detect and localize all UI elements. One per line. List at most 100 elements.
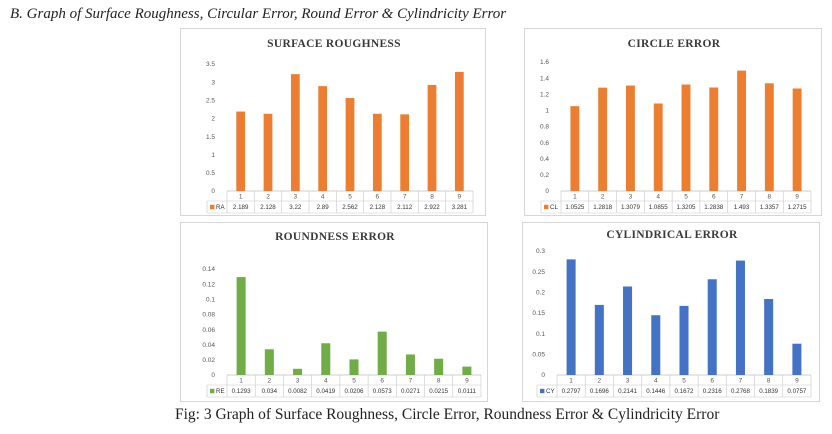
x-tick-label: 1 <box>239 194 243 201</box>
bar <box>709 87 719 191</box>
x-tick-label: 7 <box>409 378 413 385</box>
circle-error-chart: CIRCLE ERROR 0 0.2 0.4 0.6 0.8 1 1.2 1.4 1.6 1 1.05… <box>524 28 822 216</box>
x-tick-label: 3 <box>626 378 630 385</box>
figure-caption: Fig: 3 Graph of Surface Roughness, Circl… <box>175 406 720 423</box>
y-tick-label: 1.6 <box>540 59 549 66</box>
bar <box>236 277 246 375</box>
x-tick-label: 7 <box>403 194 407 201</box>
bar <box>263 113 273 191</box>
bar <box>764 83 774 191</box>
bar <box>623 286 633 375</box>
x-tick-label: 6 <box>712 194 716 201</box>
data-table-value: 0.2316 <box>703 388 722 395</box>
data-table-value: 0.2797 <box>562 388 581 395</box>
bar <box>653 103 663 191</box>
data-table-value: 1.0525 <box>565 204 584 211</box>
bar <box>566 259 576 375</box>
legend-swatch <box>544 204 549 210</box>
y-tick-label: 0.04 <box>202 342 215 349</box>
chart-title: SURFACE ROUGHNESS <box>267 38 401 50</box>
chart-svg: CYLINDRICAL ERROR 0 0.05 0.1 0.15 0.2 0.25 0.3 1… <box>532 229 812 398</box>
bar <box>427 84 437 191</box>
x-tick-label: 2 <box>268 378 272 385</box>
data-table-value: 1.2838 <box>704 204 723 211</box>
bar <box>434 358 444 375</box>
x-tick-label: 5 <box>348 194 352 201</box>
data-table-value: 0.2141 <box>618 388 637 395</box>
x-tick-label: 1 <box>573 194 577 201</box>
data-table-value: 1.493 <box>734 204 750 211</box>
data-table-value: 3.22 <box>289 204 302 211</box>
data-table-value: 2.562 <box>342 204 358 211</box>
y-tick-label: 0.8 <box>540 124 549 131</box>
bar <box>651 315 661 375</box>
y-tick-label: 1.5 <box>206 134 215 141</box>
bar <box>290 74 300 191</box>
y-tick-label: 0.14 <box>202 266 215 273</box>
bar <box>735 260 745 375</box>
y-tick-label: 1 <box>545 108 549 115</box>
x-tick-label: 4 <box>324 378 328 385</box>
data-table-value: 2.128 <box>370 204 386 211</box>
y-tick-label: 0.05 <box>532 352 545 359</box>
y-tick-label: 0.08 <box>202 312 215 319</box>
x-tick-label: 5 <box>352 378 356 385</box>
x-tick-label: 2 <box>601 194 605 201</box>
data-table-value: 1.3079 <box>621 204 640 211</box>
bar <box>293 368 303 375</box>
y-tick-label: 0.2 <box>536 290 545 297</box>
x-tick-label: 9 <box>795 378 799 385</box>
data-table-value: 0.0271 <box>401 388 420 395</box>
bar <box>377 331 387 375</box>
y-tick-label: 0.15 <box>532 310 545 317</box>
bar <box>318 86 328 191</box>
data-table-value: 2.89 <box>317 204 330 211</box>
bar <box>626 85 635 191</box>
x-tick-label: 9 <box>795 194 799 201</box>
chart-title: ROUNDNESS ERROR <box>275 231 395 243</box>
x-tick-label: 4 <box>321 194 325 201</box>
x-tick-label: 8 <box>437 378 441 385</box>
y-tick-label: 2 <box>211 116 215 123</box>
y-tick-label: 0.25 <box>532 269 545 276</box>
data-table-value: 2.128 <box>260 204 276 211</box>
legend-swatch <box>210 388 215 394</box>
x-tick-label: 8 <box>768 194 772 201</box>
y-tick-label: 1 <box>211 152 215 159</box>
section-heading: B. Graph of Surface Roughness, Circular … <box>10 6 507 22</box>
x-tick-label: 7 <box>740 194 744 201</box>
data-table-value: 0.0082 <box>288 388 307 395</box>
x-tick-label: 9 <box>458 194 462 201</box>
y-tick-label: 0.6 <box>540 140 549 147</box>
data-table-value: 1.2818 <box>593 204 612 211</box>
x-tick-label: 8 <box>430 194 434 201</box>
x-tick-label: 5 <box>682 378 686 385</box>
bar <box>681 84 691 191</box>
chart-title: CIRCLE ERROR <box>628 38 721 50</box>
bar <box>570 106 580 191</box>
x-tick-label: 4 <box>654 378 658 385</box>
y-tick-label: 0.2 <box>540 172 549 179</box>
y-tick-label: 0.1 <box>206 296 215 303</box>
bar <box>764 298 774 375</box>
data-table-value: 1.3357 <box>760 204 779 211</box>
x-tick-label: 6 <box>376 194 380 201</box>
x-tick-label: 1 <box>569 378 573 385</box>
chart-svg: ROUNDNESS ERROR 0 0.02 0.04 0.06 0.08 0.1 0.12 0… <box>202 231 482 398</box>
legend-series-name: CY <box>546 388 555 395</box>
y-tick-label: 3 <box>211 79 215 86</box>
legend-series-name: CL <box>550 204 558 211</box>
y-tick-label: 1.4 <box>540 75 549 82</box>
data-table-value: 0.1839 <box>759 388 778 395</box>
cylindrical-error-chart: CYLINDRICAL ERROR 0 0.05 0.1 0.15 0.2 0.25 0.3 1… <box>522 222 820 402</box>
legend-swatch <box>540 388 545 394</box>
x-tick-label: 7 <box>739 378 743 385</box>
legend-swatch <box>210 204 215 210</box>
bar <box>264 349 274 375</box>
legend-series-name: RA <box>216 204 225 211</box>
data-table-value: 2.189 <box>233 204 249 211</box>
data-table-value: 0.1446 <box>646 388 665 395</box>
x-tick-label: 6 <box>710 378 714 385</box>
legend-series-name: RE <box>216 388 225 395</box>
y-tick-label: 0.06 <box>202 327 215 334</box>
